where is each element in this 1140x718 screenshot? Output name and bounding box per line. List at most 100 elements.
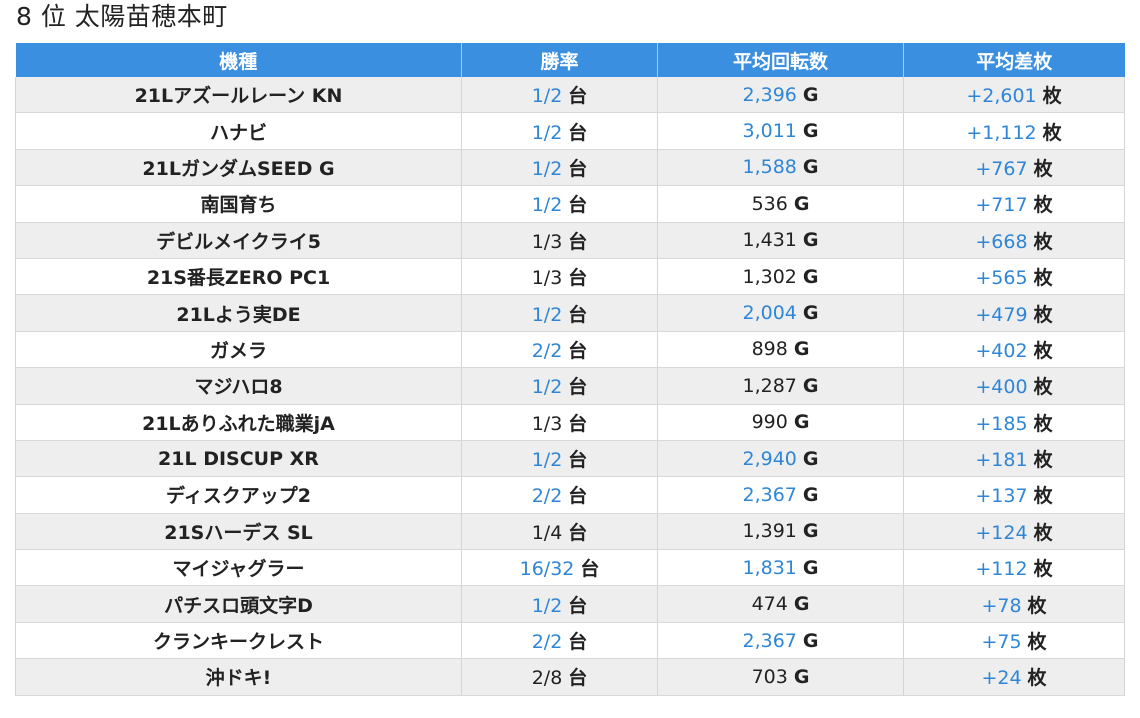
avg-diff-link[interactable]: +717 [975,194,1028,217]
avg-spins-link[interactable]: 3,011 [742,120,797,143]
win-rate-cell: 1/2 台 [461,294,658,332]
win-rate-cell: 1/2 台 [461,112,658,150]
win-rate-link[interactable]: 2/2 [531,339,563,362]
avg-diff-link[interactable]: +137 [975,485,1028,508]
table-row: マイジャグラー 16/32 台 1,831 G +112 枚 [15,549,1125,587]
avg-diff-link[interactable]: +185 [975,412,1028,435]
avg-diff-cell: +479 枚 [903,294,1125,332]
header-avg-spins[interactable]: 平均回転数 [657,43,904,77]
win-rate-cell: 1/2 台 [461,585,658,623]
avg-spins-link[interactable]: 1,588 [742,156,797,179]
avg-spins-link[interactable]: 2,004 [742,302,797,325]
machine-name: 21L DISCUP XR [15,440,462,478]
win-rate-link[interactable]: 1/2 [531,449,563,472]
avg-spins-cell: 474 G [657,585,904,623]
win-rate-link[interactable]: 1/2 [531,157,563,180]
avg-diff-link[interactable]: +2,601 [966,85,1037,108]
win-rate-unit: 台 [568,449,588,472]
win-rate-value: 1/4 [531,521,563,544]
avg-diff-cell: +668 枚 [903,222,1125,259]
avg-diff-unit: 枚 [1033,521,1053,544]
avg-diff-cell: +75 枚 [903,622,1125,660]
avg-spins-value: 474 [751,593,788,616]
win-rate-cell: 1/3 台 [461,258,658,296]
avg-spins-unit: G [793,411,810,434]
avg-spins-link[interactable]: 2,367 [742,629,797,652]
table-row: 21LガンダムSEED G 1/2 台 1,588 G +767 枚 [15,149,1125,187]
avg-diff-link[interactable]: +668 [975,230,1028,253]
avg-diff-link[interactable]: +767 [975,157,1028,180]
avg-spins-cell: 2,940 G [657,440,904,478]
avg-diff-link[interactable]: +181 [975,449,1028,472]
avg-spins-cell: 2,004 G [657,294,904,332]
avg-diff-link[interactable]: +479 [975,303,1028,326]
table-row: 沖ドキ! 2/8 台 703 G +24 枚 [15,658,1125,696]
win-rate-value: 2/8 [531,667,563,690]
avg-spins-cell: 1,431 G [657,222,904,259]
win-rate-link[interactable]: 1/2 [531,121,563,144]
avg-spins-value: 536 [751,192,788,215]
avg-spins-link[interactable]: 2,396 [742,83,797,106]
avg-diff-unit: 枚 [1027,594,1047,617]
avg-diff-cell: +78 枚 [903,585,1125,623]
avg-spins-cell: 1,831 G [657,549,904,587]
win-rate-link[interactable]: 16/32 [519,558,575,581]
machine-name: 21S番長ZERO PC1 [15,258,462,296]
avg-diff-unit: 枚 [1033,194,1053,217]
win-rate-link[interactable]: 1/2 [531,194,563,217]
machine-name: マイジャグラー [15,549,462,587]
win-rate-unit: 台 [568,303,588,326]
avg-diff-cell: +402 枚 [903,331,1125,369]
machine-name: 南国育ち [15,185,462,223]
avg-spins-cell: 703 G [657,658,904,696]
win-rate-cell: 16/32 台 [461,549,658,587]
avg-diff-link[interactable]: +124 [975,521,1028,544]
avg-spins-unit: G [802,156,819,179]
avg-diff-link[interactable]: +75 [981,631,1022,654]
avg-spins-unit: G [802,447,819,470]
win-rate-link[interactable]: 1/2 [531,303,563,326]
win-rate-cell: 1/2 台 [461,149,658,187]
avg-diff-link[interactable]: +402 [975,339,1028,362]
avg-diff-cell: +181 枚 [903,440,1125,478]
avg-diff-link[interactable]: +565 [975,267,1028,290]
avg-diff-unit: 枚 [1033,412,1053,435]
avg-diff-unit: 枚 [1033,267,1053,290]
win-rate-cell: 1/2 台 [461,185,658,223]
avg-diff-link[interactable]: +400 [975,376,1028,399]
avg-spins-link[interactable]: 2,940 [742,447,797,470]
avg-diff-link[interactable]: +112 [975,558,1028,581]
avg-spins-cell: 1,588 G [657,149,904,187]
win-rate-value: 1/3 [531,230,563,253]
machine-name: 21Lありふれた職業jA [15,404,462,441]
win-rate-unit: 台 [568,121,588,144]
avg-spins-unit: G [802,374,819,397]
win-rate-value: 1/3 [531,267,563,290]
avg-diff-unit: 枚 [1033,558,1053,581]
machine-name: 21Lよう実DE [15,294,462,332]
avg-diff-link[interactable]: +1,112 [966,121,1037,144]
win-rate-link[interactable]: 1/2 [531,594,563,617]
machine-name: パチスロ頭文字D [15,585,462,623]
win-rate-link[interactable]: 2/2 [531,485,563,508]
machine-name: 沖ドキ! [15,658,462,696]
avg-spins-value: 1,302 [742,265,797,288]
avg-spins-value: 703 [751,665,788,688]
avg-spins-link[interactable]: 1,831 [742,556,797,579]
header-win-rate[interactable]: 勝率 [461,43,658,77]
win-rate-unit: 台 [568,594,588,617]
avg-diff-link[interactable]: +78 [981,594,1022,617]
table-row: 21Sハーデス SL 1/4 台 1,391 G +124 枚 [15,513,1125,551]
header-avg-diff[interactable]: 平均差枚 [903,43,1125,77]
avg-spins-link[interactable]: 2,367 [742,483,797,506]
win-rate-link[interactable]: 2/2 [531,631,563,654]
header-machine[interactable]: 機種 [15,43,462,77]
table-row: 21Lよう実DE 1/2 台 2,004 G +479 枚 [15,294,1125,332]
table-row: マジハロ8 1/2 台 1,287 G +400 枚 [15,367,1125,405]
machine-name: クランキークレスト [15,622,462,660]
avg-diff-link[interactable]: +24 [981,667,1022,690]
avg-spins-unit: G [802,265,819,288]
win-rate-link[interactable]: 1/2 [531,85,563,108]
win-rate-link[interactable]: 1/2 [531,376,563,399]
win-rate-unit: 台 [568,485,588,508]
